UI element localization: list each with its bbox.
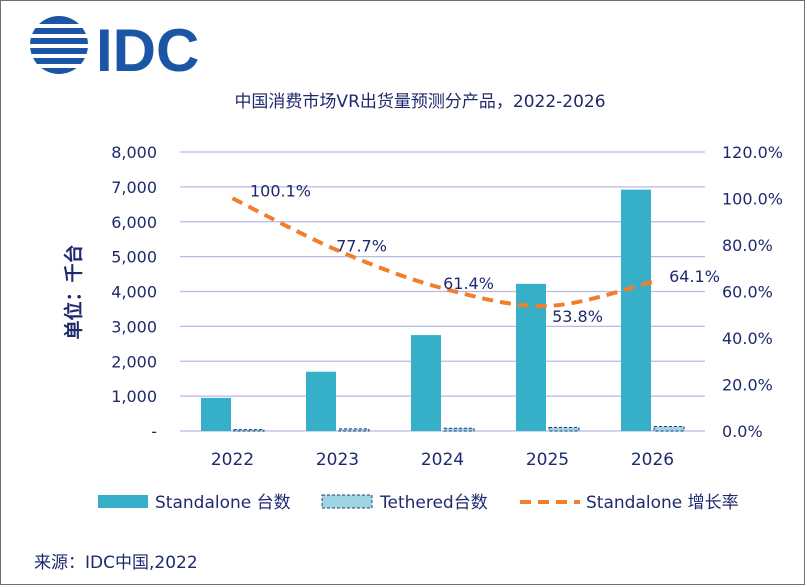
bar-tethered [653,425,685,432]
idc-logo: IDC [28,16,199,76]
y-tick-label: 6,000 [111,213,157,232]
bars [201,189,685,432]
bar-tethered [233,429,265,432]
growth-data-label: 61.4% [443,274,494,293]
growth-data-label: 100.1% [250,181,311,200]
source-note: 来源：IDC中国,2022 [34,553,198,573]
y-tick-label: 2,000 [111,352,157,371]
bar-tethered [548,427,580,432]
y-tick-label: 8,000 [111,143,157,162]
y-axis-right: 0.0% 20.0% 40.0% 60.0% 80.0% 100.0% 120.0% [722,143,783,441]
y2-tick-label: 0.0% [722,422,763,441]
bar-standalone [621,189,651,431]
y2-tick-label: 60.0% [722,283,773,302]
legend: Standalone 台数 Tethered台数 Standalone 增长率 [98,493,739,513]
legend-label-standalone: Standalone 台数 [155,493,291,513]
bar-standalone [201,397,231,431]
y2-tick-label: 80.0% [722,236,773,255]
y2-tick-label: 20.0% [722,376,773,395]
bar-tethered [338,428,370,432]
y2-tick-label: 100.0% [722,190,783,209]
y-axis-left: - 1,000 2,000 3,000 4,000 5,000 6,000 7,000 8,00… [111,143,157,441]
x-tick-label: 2024 [421,450,464,470]
y-tick-label: 1,000 [111,387,157,406]
y2-tick-label: 40.0% [722,329,773,348]
logo-text: IDC [96,17,199,76]
x-tick-label: 2026 [631,450,674,470]
y-tick-label: 7,000 [111,178,157,197]
y-tick-label: - [151,422,157,441]
gridlines [180,151,705,432]
y-axis-label: 单位：千台 [62,244,85,339]
globe-icon [28,16,90,74]
x-tick-label: 2025 [526,450,569,470]
bar-tethered [443,427,475,432]
legend-label-growth: Standalone 增长率 [586,493,739,513]
growth-line-path [231,196,653,308]
y-tick-label: 3,000 [111,317,157,336]
growth-data-label: 53.8% [552,307,603,326]
x-axis: 2022 2023 2024 2025 2026 [211,450,674,470]
legend-label-tethered: Tethered台数 [379,493,488,513]
growth-line: 100.1% 77.7% 61.4% 53.8% 64.1% [231,181,720,326]
bar-standalone [516,283,546,431]
growth-data-label: 64.1% [669,267,720,286]
bar-standalone [411,335,441,431]
legend-swatch-standalone [98,495,148,508]
y2-tick-label: 120.0% [722,143,783,162]
chart-title: 中国消费市场VR出货量预测分产品，2022-2026 [234,92,605,112]
growth-data-label: 77.7% [336,236,387,255]
bar-standalone [306,371,336,431]
y-tick-label: 4,000 [111,283,157,302]
y-tick-label: 5,000 [111,248,157,267]
x-tick-label: 2022 [211,450,254,470]
legend-swatch-tethered [321,494,373,509]
x-tick-label: 2023 [316,450,359,470]
